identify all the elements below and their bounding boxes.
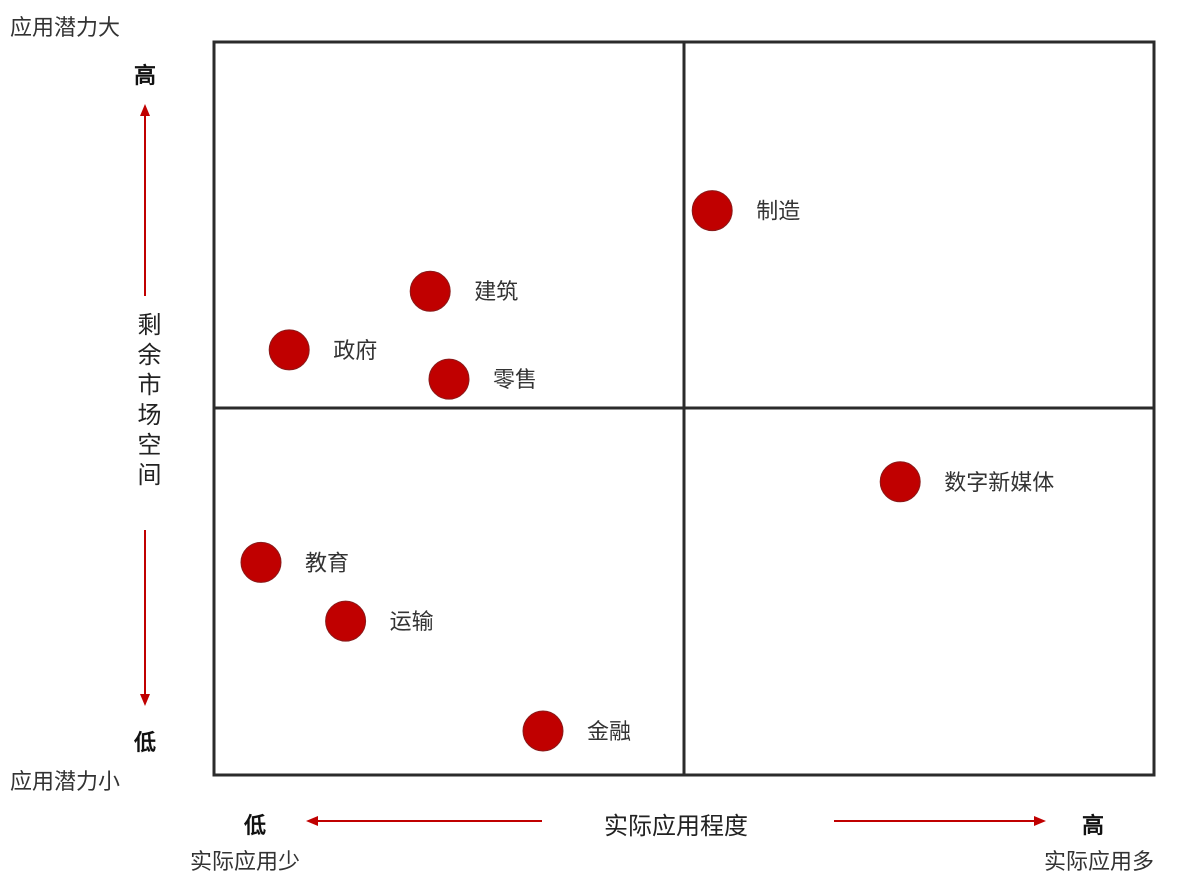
data-point-label: 零售 <box>493 368 537 393</box>
data-point <box>268 329 310 371</box>
data-point-label: 教育 <box>305 551 349 576</box>
x-high-descriptor: 实际应用多 <box>1044 850 1155 875</box>
data-point-label: 运输 <box>390 610 434 635</box>
x-axis-title: 实际应用程度 <box>604 812 748 840</box>
data-point-label: 金融 <box>587 720 631 745</box>
x-low-label: 低 <box>244 814 267 839</box>
data-point-label: 数字新媒体 <box>944 471 1054 496</box>
data-point <box>428 358 470 400</box>
y-high-label: 高 <box>134 64 157 89</box>
x-high-label: 高 <box>1082 814 1105 839</box>
data-point <box>409 270 451 312</box>
data-point <box>325 600 367 642</box>
y-bottom-descriptor: 应用潜力小 <box>10 770 121 795</box>
data-point <box>879 461 921 503</box>
data-point-label: 建筑 <box>474 280 518 305</box>
x-low-descriptor: 实际应用少 <box>190 850 301 875</box>
y-low-label: 低 <box>134 731 157 756</box>
data-point <box>522 710 564 752</box>
y-axis-title: 剩余市场空间 <box>133 312 161 492</box>
data-point <box>240 541 282 583</box>
data-point <box>691 190 733 232</box>
y-top-descriptor: 应用潜力大 <box>10 16 121 41</box>
data-point-label: 制造 <box>756 200 800 225</box>
data-point-label: 政府 <box>333 339 377 364</box>
